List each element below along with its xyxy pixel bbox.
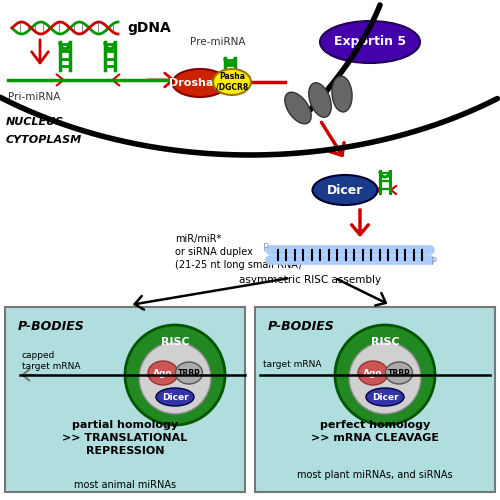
Text: P: P xyxy=(263,243,269,253)
Text: Exportin 5: Exportin 5 xyxy=(334,36,406,49)
Ellipse shape xyxy=(213,69,251,95)
Text: capped
target mRNA: capped target mRNA xyxy=(22,351,80,371)
Circle shape xyxy=(125,325,225,425)
Ellipse shape xyxy=(176,362,203,384)
Text: Pri-miRNA: Pri-miRNA xyxy=(8,92,60,102)
Text: most animal miRNAs: most animal miRNAs xyxy=(74,480,176,490)
Text: asymmetric RISC assembly: asymmetric RISC assembly xyxy=(239,275,381,285)
Ellipse shape xyxy=(332,76,352,112)
Ellipse shape xyxy=(156,388,194,406)
Ellipse shape xyxy=(312,175,378,205)
Ellipse shape xyxy=(386,362,412,384)
Text: gDNA: gDNA xyxy=(127,21,171,35)
FancyBboxPatch shape xyxy=(255,307,495,492)
Text: Ago: Ago xyxy=(153,368,173,378)
Text: Ago: Ago xyxy=(363,368,383,378)
Text: Pasha
/DGCR8: Pasha /DGCR8 xyxy=(216,72,248,92)
Text: most plant miRNAs, and siRNAs: most plant miRNAs, and siRNAs xyxy=(297,470,453,480)
Circle shape xyxy=(349,342,421,414)
Circle shape xyxy=(335,325,435,425)
Ellipse shape xyxy=(358,361,388,385)
Text: perfect homology
>> mRNA CLEAVAGE: perfect homology >> mRNA CLEAVAGE xyxy=(311,420,439,443)
Text: Dicer: Dicer xyxy=(372,392,398,402)
Text: P: P xyxy=(431,257,437,267)
Text: P-BODIES: P-BODIES xyxy=(268,320,335,333)
Ellipse shape xyxy=(309,82,331,118)
Text: partial homology
>> TRANSLATIONAL
REPRESSION: partial homology >> TRANSLATIONAL REPRES… xyxy=(62,420,188,457)
Ellipse shape xyxy=(172,69,228,97)
Ellipse shape xyxy=(320,21,420,63)
Text: NUCLEUS: NUCLEUS xyxy=(6,117,64,127)
Text: Dicer: Dicer xyxy=(327,184,363,196)
Text: TRBP: TRBP xyxy=(178,368,201,378)
Text: RISC: RISC xyxy=(370,337,400,347)
Text: target mRNA: target mRNA xyxy=(263,360,322,369)
Ellipse shape xyxy=(366,388,404,406)
Text: Drosha: Drosha xyxy=(169,78,213,88)
Text: CYTOPLASM: CYTOPLASM xyxy=(6,135,82,145)
Circle shape xyxy=(139,342,211,414)
Text: TRBP: TRBP xyxy=(388,368,410,378)
FancyBboxPatch shape xyxy=(5,307,245,492)
Ellipse shape xyxy=(148,361,178,385)
Text: Pre-miRNA: Pre-miRNA xyxy=(190,37,246,47)
Text: miR/miR*
or siRNA duplex
(21-25 nt long small RNA): miR/miR* or siRNA duplex (21-25 nt long … xyxy=(175,234,302,270)
Text: RISC: RISC xyxy=(160,337,190,347)
Text: Dicer: Dicer xyxy=(162,392,188,402)
Text: P-BODIES: P-BODIES xyxy=(18,320,85,333)
Ellipse shape xyxy=(285,92,311,124)
